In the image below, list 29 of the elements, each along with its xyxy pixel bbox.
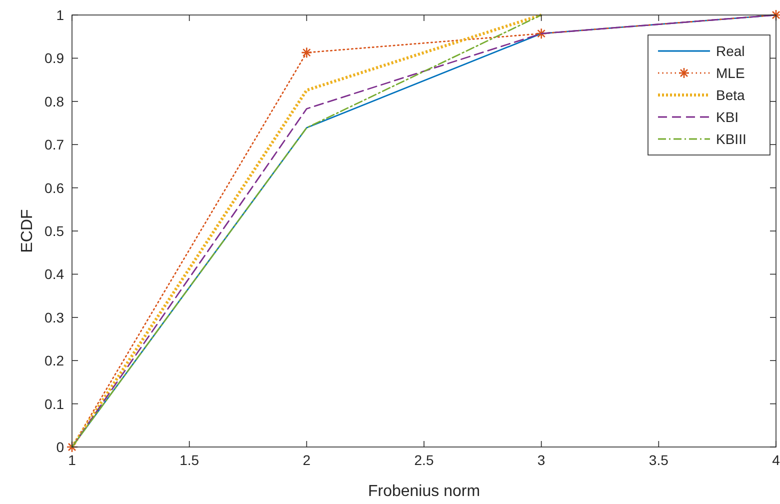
y-tick-label: 0.2 [44,352,64,369]
x-tick-label: 4 [772,452,780,468]
legend-label: KBIII [716,131,746,147]
x-tick-label: 3.5 [648,452,669,468]
y-tick-label: 0.8 [44,93,64,110]
y-tick-label: 1 [56,7,64,23]
y-tick-label: 0 [56,439,64,455]
y-tick-label: 0.5 [44,223,64,239]
x-tick-label: 1.5 [180,452,200,468]
point [66,441,78,453]
x-axis-title: Frobenius norm [368,483,480,500]
x-tick-label: 3 [537,452,546,468]
y-tick-label: 0.7 [44,136,64,153]
x-tick-label: 2.5 [414,452,434,468]
y-axis-title: ECDF [19,209,36,253]
point [536,28,547,40]
point [301,46,312,58]
point [770,9,780,21]
y-tick-label: 0.4 [44,266,64,282]
y-tick-label: 0.3 [44,309,64,326]
legend-label: Beta [716,87,746,103]
y-tick-label: 0.1 [44,396,64,412]
y-tick-label: 0.6 [44,180,64,196]
legend-label: MLE [716,65,745,81]
x-tick-label: 2 [302,452,311,468]
legend-label: KBI [716,109,739,125]
y-tick-label: 0.9 [44,50,64,66]
x-tick-label: 1 [68,452,76,468]
legend-label: Real [716,43,745,59]
